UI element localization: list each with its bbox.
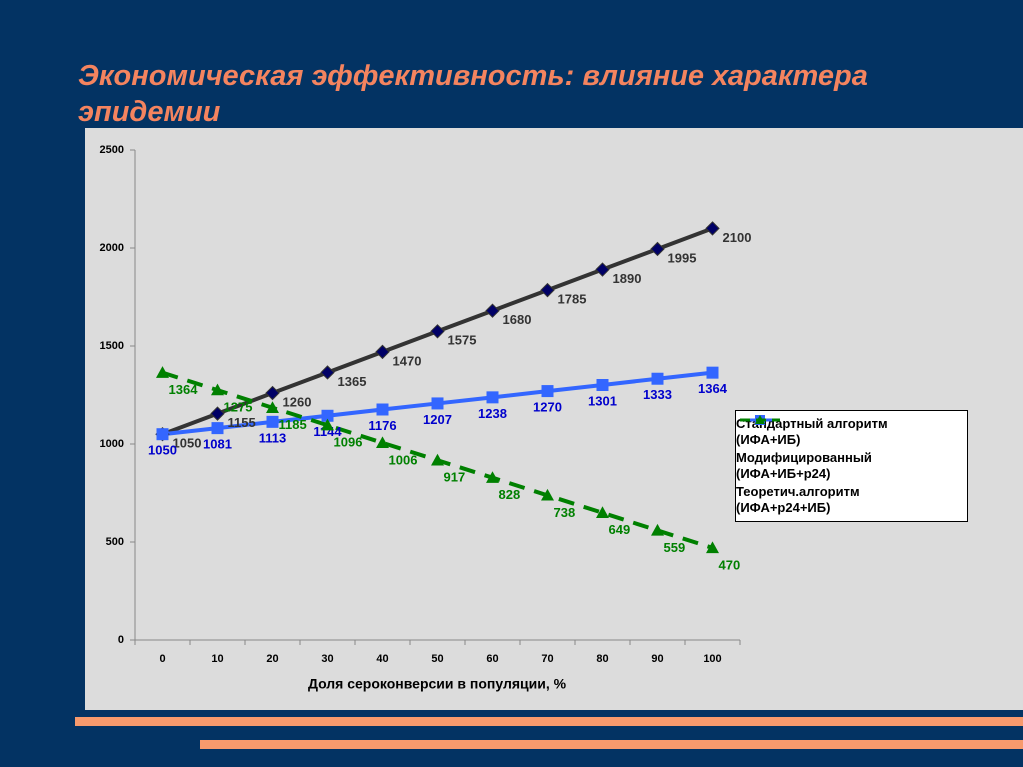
x-tick-label: 10 [211, 653, 223, 665]
data-label: 1185 [279, 417, 307, 432]
y-tick-label: 0 [118, 634, 124, 646]
x-tick-label: 80 [596, 653, 608, 665]
data-label: 649 [609, 522, 631, 537]
legend-symbol [740, 415, 780, 424]
data-point [650, 241, 665, 257]
data-point [375, 344, 390, 360]
data-label: 1785 [558, 292, 587, 307]
decor-bar [200, 740, 1023, 749]
data-point [265, 385, 280, 401]
data-label: 1470 [393, 353, 422, 368]
data-label: 1365 [338, 374, 367, 389]
x-axis-title: Доля сероконверсии в популяции, % [308, 676, 567, 692]
x-tick-label: 100 [703, 653, 721, 665]
data-point [376, 436, 389, 449]
y-tick-label: 500 [106, 536, 124, 548]
data-point [211, 422, 224, 435]
data-label: 1301 [588, 393, 617, 408]
y-tick-label: 2500 [100, 144, 124, 156]
data-point [156, 366, 169, 378]
data-label: 1176 [368, 418, 396, 433]
x-tick-label: 40 [376, 653, 388, 665]
data-label: 1096 [334, 435, 363, 450]
y-tick-label: 2000 [100, 242, 124, 254]
data-point [266, 415, 279, 428]
legend-marker [755, 415, 765, 424]
data-label: 1144 [313, 424, 342, 439]
x-tick-label: 90 [651, 653, 663, 665]
data-point [320, 365, 335, 380]
data-point [430, 324, 445, 339]
data-point [321, 409, 334, 422]
data-point [211, 383, 224, 396]
data-point [485, 303, 500, 318]
data-label: 1081 [203, 437, 232, 452]
data-point [706, 541, 719, 554]
y-tick-label: 1000 [100, 438, 124, 450]
data-label: 1364 [698, 381, 728, 396]
data-label: 1275 [224, 400, 253, 415]
x-tick-label: 0 [159, 653, 165, 665]
data-label: 1207 [423, 412, 452, 427]
y-tick-label: 1500 [100, 340, 124, 352]
data-point [596, 379, 609, 392]
data-point [431, 397, 444, 410]
legend: Стандартный алгоритм (ИФА+ИБ) Модифициров… [735, 410, 968, 522]
data-label: 470 [719, 557, 741, 572]
x-tick-label: 60 [486, 653, 498, 665]
data-label: 1050 [148, 443, 177, 458]
data-label: 1260 [283, 394, 312, 409]
x-tick-label: 70 [541, 653, 553, 665]
legend-label: Теоретич.алгоритм (ИФА+р24+ИБ) [736, 484, 860, 515]
data-label: 559 [664, 540, 686, 555]
data-point [595, 262, 610, 277]
data-label: 1155 [228, 415, 256, 430]
data-point [376, 403, 389, 416]
data-point [541, 385, 554, 398]
data-label: 917 [444, 470, 466, 485]
legend-item: Теоретич.алгоритм (ИФА+р24+ИБ) [736, 415, 967, 516]
data-point [540, 282, 555, 298]
data-label: 1050 [173, 436, 202, 451]
data-label: 1113 [259, 430, 287, 445]
data-point [431, 453, 444, 466]
legend-label: Модифицированный (ИФА+ИБ+р24) [736, 450, 872, 481]
data-label: 738 [554, 505, 576, 520]
data-label: 1890 [613, 271, 642, 286]
x-tick-label: 30 [321, 653, 333, 665]
data-point [210, 406, 225, 421]
data-point [156, 428, 169, 441]
legend-item: Модифицированный (ИФА+ИБ+р24) [736, 415, 967, 482]
data-point [486, 471, 499, 483]
data-label: 1575 [448, 333, 477, 348]
data-label: 1333 [643, 387, 672, 402]
data-point [706, 366, 719, 379]
data-label: 1364 [169, 382, 199, 397]
x-tick-label: 50 [431, 653, 443, 665]
data-label: 828 [499, 487, 521, 502]
data-point [705, 221, 720, 236]
data-label: 1270 [533, 400, 562, 415]
slide-title: Экономическая эффективность: влияние хар… [78, 60, 868, 128]
data-label: 1006 [389, 452, 418, 467]
data-label: 1680 [503, 312, 532, 327]
data-point [651, 523, 664, 536]
data-label: 1238 [478, 406, 507, 421]
decor-bar [75, 717, 1023, 726]
data-point [486, 391, 499, 404]
data-label: 1995 [668, 250, 697, 265]
data-point [596, 506, 609, 518]
data-point [541, 488, 554, 501]
x-tick-label: 20 [266, 653, 278, 665]
data-label: 2100 [723, 230, 752, 245]
data-point [651, 372, 664, 385]
data-point [321, 418, 334, 431]
data-point [266, 401, 279, 413]
